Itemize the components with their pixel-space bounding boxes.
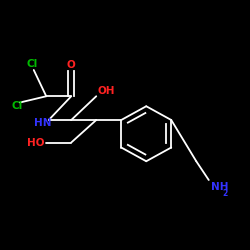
Text: Cl: Cl [12,101,23,111]
Text: NH: NH [211,182,229,192]
Text: 2: 2 [222,189,228,198]
Text: Cl: Cl [27,59,38,69]
Text: OH: OH [98,86,115,96]
Text: HO: HO [28,138,45,147]
Text: HN: HN [34,118,51,128]
Text: O: O [67,60,76,70]
